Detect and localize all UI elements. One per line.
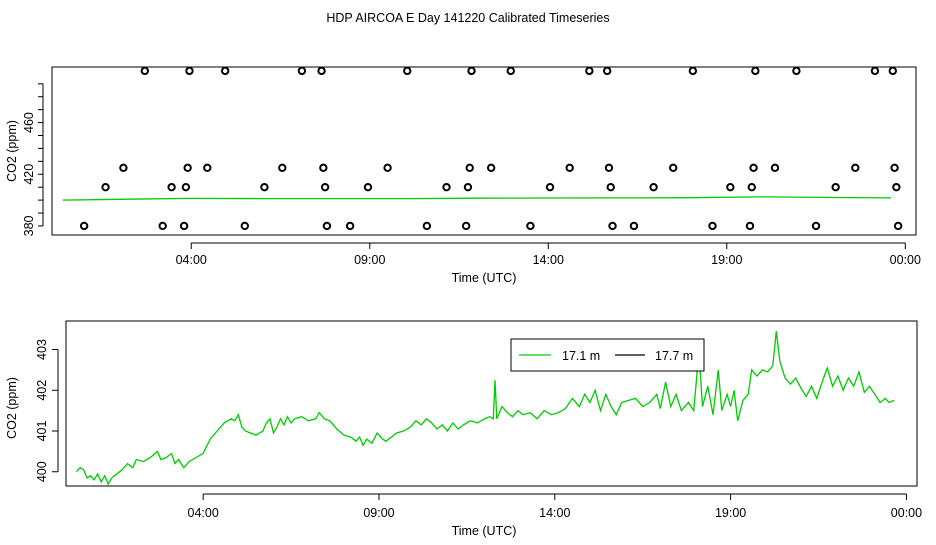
y-tick-label-bottom: 403 [35, 339, 49, 360]
y-tick-label-top: 420 [22, 164, 36, 185]
calibration-point [747, 182, 756, 192]
calibration-point [745, 221, 755, 231]
x-tick-label-bottom: 00:00 [891, 506, 922, 520]
x-tick-label-bottom: 09:00 [363, 506, 394, 520]
x-axis-label-bottom: Time (UTC) [452, 524, 517, 538]
calibration-point [608, 221, 617, 231]
y-tick-label-bottom: 401 [35, 421, 49, 442]
calibration-point [297, 66, 307, 76]
x-tick-label-top: 04:00 [176, 253, 207, 267]
calibration-point [203, 163, 212, 173]
calibration-point [179, 221, 189, 231]
calibration-point [220, 66, 230, 76]
series-line-17-1m [76, 331, 895, 486]
y-axis-label-top: CO2 (ppm) [5, 120, 19, 182]
calibration-point [79, 221, 89, 231]
y-tick-label-top: 460 [22, 112, 36, 133]
calibration-point [606, 182, 615, 192]
x-axis-label-top: Time (UTC) [452, 271, 517, 285]
calibration-point [185, 66, 194, 76]
x-axis-bottom: 04:00 09:00 14:00 19:00 00:00 [188, 493, 922, 520]
calibration-point [585, 66, 594, 76]
calibration-point [119, 163, 128, 173]
calibration-point [888, 66, 897, 76]
calibration-point [322, 221, 332, 231]
calibration-point [278, 163, 287, 173]
calibration-point [319, 163, 328, 173]
y-tick-label-bottom: 402 [35, 380, 49, 401]
calibration-point [726, 182, 735, 192]
calibration-point [345, 221, 355, 231]
plot-frame-bottom [65, 320, 918, 487]
y-tick-label-top: 380 [22, 215, 36, 236]
calibration-point [158, 221, 167, 231]
calibration-panel: 380 420 460 04:00 09:00 14:00 19:00 00:00 Time… [5, 66, 921, 285]
y-axis-top: 380 420 460 [22, 83, 44, 236]
calibration-point [363, 182, 373, 192]
x-tick-label-top: 14:00 [533, 253, 564, 267]
x-tick-label-bottom: 14:00 [539, 506, 570, 520]
calibration-point [260, 182, 269, 192]
calibration-point [463, 182, 473, 192]
calibration-point [890, 163, 899, 173]
calibration-point [167, 182, 176, 192]
calibration-point [506, 66, 515, 76]
page-title: HDP AIRCOA E Day 141220 Calibrated Times… [326, 11, 609, 25]
calibration-point [101, 182, 110, 192]
calibration-point [461, 221, 471, 231]
x-tick-label-bottom: 19:00 [715, 506, 746, 520]
calibration-point [811, 221, 821, 231]
series-line-top [62, 196, 892, 201]
calibration-point [792, 66, 801, 76]
calibration-point [240, 221, 249, 231]
calibration-point [602, 66, 612, 76]
calibration-point [317, 66, 326, 76]
calibration-point [708, 221, 717, 231]
y-tick-label-bottom: 400 [35, 461, 49, 482]
timeseries-panel: 400 401 402 403 04:00 09:00 14:00 19:00 00:00 T… [5, 320, 922, 538]
calibration-point [183, 163, 192, 173]
x-axis-top: 04:00 09:00 14:00 19:00 00:00 [176, 242, 921, 267]
calibration-point [467, 66, 476, 76]
x-tick-label-top: 19:00 [711, 253, 742, 267]
calibration-point [892, 182, 901, 192]
calibration-points [79, 66, 903, 231]
calibration-point [749, 163, 758, 173]
calibration-point [604, 163, 614, 173]
y-axis-bottom: 400 401 402 403 [35, 339, 59, 482]
calibration-point [751, 66, 760, 76]
calibration-point [526, 221, 535, 231]
x-tick-label-top: 09:00 [354, 253, 385, 267]
calibration-point [893, 221, 903, 231]
calibration-point [422, 221, 432, 231]
calibration-point [688, 66, 698, 76]
calibration-point [565, 163, 574, 173]
calibration-point [669, 163, 678, 173]
calibration-point [383, 163, 392, 173]
plot-frame-top [51, 66, 917, 236]
calibration-point [465, 163, 474, 173]
calibration-point [649, 182, 658, 192]
calibration-point [831, 182, 840, 192]
x-tick-label-top: 00:00 [890, 253, 921, 267]
calibration-point [403, 66, 412, 76]
legend-label-17-1m: 17.1 m [562, 349, 600, 363]
legend: 17.1 m 17.7 m [510, 338, 705, 372]
y-axis-label-bottom: CO2 (ppm) [5, 377, 19, 439]
x-tick-label-bottom: 04:00 [188, 506, 219, 520]
calibration-point [629, 221, 639, 231]
legend-label-17-7m: 17.7 m [655, 349, 693, 363]
calibration-point [140, 66, 150, 76]
calibration-point [181, 182, 191, 192]
calibration-point [320, 182, 330, 192]
calibration-point [851, 163, 860, 173]
calibration-point [870, 66, 880, 76]
calibration-point [486, 163, 496, 173]
calibration-point [442, 182, 451, 192]
calibration-point [770, 163, 780, 173]
calibration-point [545, 182, 555, 192]
